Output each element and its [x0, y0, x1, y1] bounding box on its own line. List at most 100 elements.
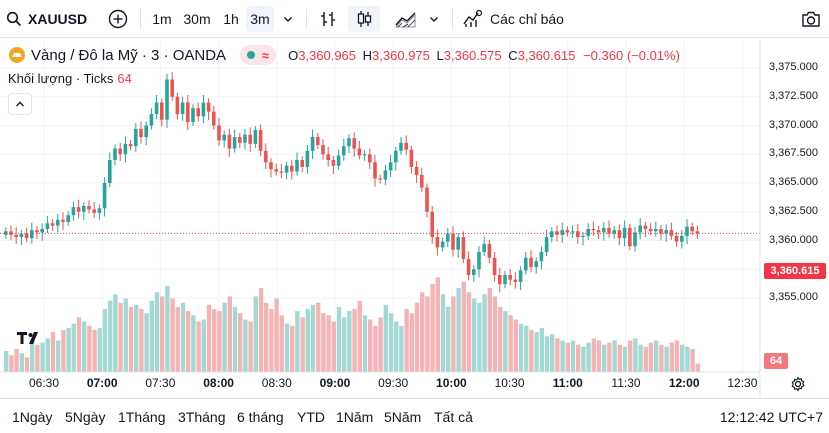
candle-body [420, 174, 424, 188]
range-1-day-button[interactable]: 1Ngày [12, 409, 53, 425]
range-ytd-button[interactable]: YTD [297, 409, 325, 425]
compare-symbol-button[interactable] [106, 6, 130, 32]
candle-body [128, 143, 133, 147]
chart-settings-button[interactable] [788, 374, 808, 394]
chevron-down-icon [430, 17, 438, 22]
volume-label[interactable]: Khối lượng · Ticks [8, 71, 114, 86]
symbol-title[interactable]: Vàng / Đô la Mỹ · 3 · OANDA [31, 46, 227, 64]
volume-bar [144, 313, 149, 372]
candle-body [139, 128, 143, 137]
volume-bar [264, 302, 269, 372]
clock[interactable]: 12:12:42 UTC+7 [719, 409, 823, 425]
chart-type-dropdown-button[interactable] [424, 6, 444, 32]
volume-bar [310, 304, 316, 372]
volume-bar [165, 285, 170, 372]
candle-body [534, 261, 538, 267]
volume-bar [638, 344, 643, 372]
symbol-search-button[interactable]: XAUUSD [6, 6, 92, 32]
range-1-month-button[interactable]: 1Tháng [118, 409, 166, 425]
candle-body [357, 148, 362, 156]
range-all-button[interactable]: Tất cả [434, 409, 473, 425]
volume-bar [45, 338, 50, 372]
candle-body [4, 231, 8, 235]
interval-3m-button[interactable]: 3m [246, 6, 274, 32]
tradingview-logo[interactable] [14, 326, 44, 350]
volume-bar [633, 338, 638, 372]
current-price-tag: 3,360.615 [764, 263, 826, 279]
candle-body [446, 233, 450, 242]
volume-bar [518, 323, 524, 372]
candle-body [180, 102, 185, 114]
candle-body [674, 235, 679, 242]
interval-1m-button[interactable]: 1m [152, 11, 172, 27]
time-tick-label: 06:30 [28, 376, 60, 390]
interval-1h-button[interactable]: 1h [223, 11, 239, 27]
volume-bar [134, 304, 139, 372]
candle-body [513, 279, 518, 282]
volume-bar [40, 342, 45, 372]
candle-body [160, 102, 164, 120]
volume-bar [269, 309, 274, 372]
volume-bar [664, 346, 669, 372]
candle-body [71, 207, 76, 216]
candle-body [154, 102, 159, 114]
volume-bar [477, 302, 482, 372]
candles-chart-type-button[interactable] [348, 6, 380, 32]
volume-bar [160, 296, 165, 372]
candle-body [503, 275, 507, 285]
price-tick-label: 3,362.500 [769, 204, 818, 217]
volume-bar [238, 313, 243, 372]
candle-body [87, 206, 91, 210]
volume-bar [253, 296, 258, 372]
price-chart[interactable] [0, 38, 829, 398]
candle-body [586, 229, 590, 236]
volume-bar [669, 342, 674, 372]
range-1-year-button[interactable]: 1Năm [336, 409, 374, 425]
volume-bar [378, 317, 383, 372]
candle-body [518, 270, 523, 282]
range-3-months-button[interactable]: 3Tháng [178, 409, 226, 425]
volume-bar [66, 327, 71, 372]
interval-30m-button[interactable]: 30m [183, 11, 211, 27]
toolbar-divider [140, 9, 141, 29]
snapshot-button[interactable] [798, 6, 824, 32]
ohlc-values: O3,360.965 H3,360.975 L3,360.575 C3,360.… [288, 48, 680, 63]
volume-bar [498, 306, 503, 372]
volume-bar [472, 298, 477, 372]
volume-bar [425, 296, 430, 372]
interval-dropdown-button[interactable] [278, 6, 298, 32]
chevron-down-icon [284, 17, 292, 22]
candle-body [290, 165, 294, 172]
volume-bar [570, 340, 576, 372]
candle-body [102, 183, 107, 209]
volume-bar [680, 344, 685, 372]
volume-bar [243, 319, 248, 372]
candle-body [206, 102, 211, 112]
candle-body [30, 230, 34, 239]
volume-bar [446, 306, 451, 372]
time-tick-label: 07:00 [86, 376, 118, 390]
market-status-badge[interactable]: ≈ [240, 45, 277, 65]
volume-bar [435, 277, 440, 372]
collapse-legend-button[interactable] [8, 93, 32, 115]
bar-chart-type-button[interactable] [314, 6, 342, 32]
volume-bar [550, 334, 555, 372]
candle-body [524, 257, 528, 271]
volume-bar [368, 319, 373, 372]
volume-bar [248, 321, 253, 372]
indicators-button[interactable]: Các chỉ báo [462, 6, 570, 32]
volume-bar [201, 319, 206, 372]
candle-body [196, 108, 200, 117]
area-chart-type-button[interactable] [390, 6, 422, 32]
volume-bar [420, 292, 425, 372]
candle-body [24, 233, 29, 239]
candle-body [113, 148, 117, 160]
volume-bar [217, 311, 222, 372]
close-value: 3,360.615 [517, 47, 576, 63]
range-6-months-button[interactable]: 6 tháng [237, 409, 284, 425]
range-5-days-button[interactable]: 5Ngày [65, 409, 106, 425]
volume-bar [482, 294, 487, 372]
range-5-years-button[interactable]: 5Năm [384, 409, 422, 425]
volume-bar [534, 332, 539, 372]
volume-bar [581, 346, 586, 372]
